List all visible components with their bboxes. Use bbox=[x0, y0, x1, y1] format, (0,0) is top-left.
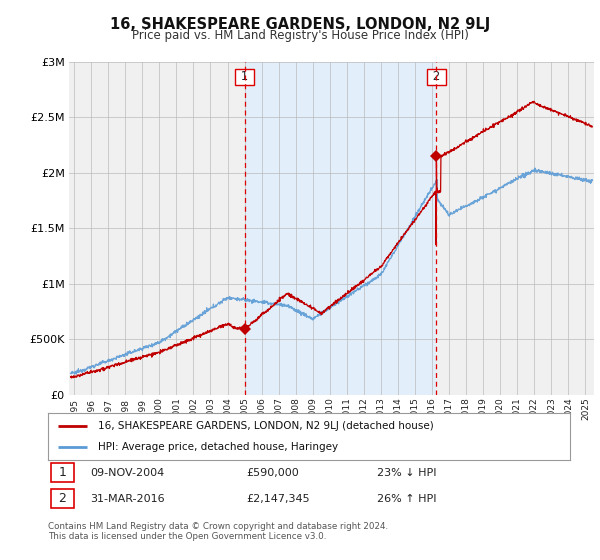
FancyBboxPatch shape bbox=[50, 489, 74, 508]
Text: 1: 1 bbox=[237, 71, 252, 83]
Text: 2: 2 bbox=[58, 492, 66, 505]
Text: Contains HM Land Registry data © Crown copyright and database right 2024.
This d: Contains HM Land Registry data © Crown c… bbox=[48, 522, 388, 542]
Text: 2: 2 bbox=[429, 71, 444, 83]
Text: HPI: Average price, detached house, Haringey: HPI: Average price, detached house, Hari… bbox=[98, 442, 338, 452]
Bar bbox=[245, 62, 436, 395]
Text: 1: 1 bbox=[58, 466, 66, 479]
Text: 16, SHAKESPEARE GARDENS, LONDON, N2 9LJ: 16, SHAKESPEARE GARDENS, LONDON, N2 9LJ bbox=[110, 17, 490, 32]
Text: 16, SHAKESPEARE GARDENS, LONDON, N2 9LJ (detached house): 16, SHAKESPEARE GARDENS, LONDON, N2 9LJ … bbox=[98, 421, 433, 431]
Text: 31-MAR-2016: 31-MAR-2016 bbox=[90, 494, 164, 504]
Text: £590,000: £590,000 bbox=[247, 468, 299, 478]
FancyBboxPatch shape bbox=[50, 463, 74, 482]
Text: 26% ↑ HPI: 26% ↑ HPI bbox=[377, 494, 436, 504]
Text: Price paid vs. HM Land Registry's House Price Index (HPI): Price paid vs. HM Land Registry's House … bbox=[131, 29, 469, 42]
Text: 09-NOV-2004: 09-NOV-2004 bbox=[90, 468, 164, 478]
Text: 23% ↓ HPI: 23% ↓ HPI bbox=[377, 468, 436, 478]
Text: £2,147,345: £2,147,345 bbox=[247, 494, 310, 504]
